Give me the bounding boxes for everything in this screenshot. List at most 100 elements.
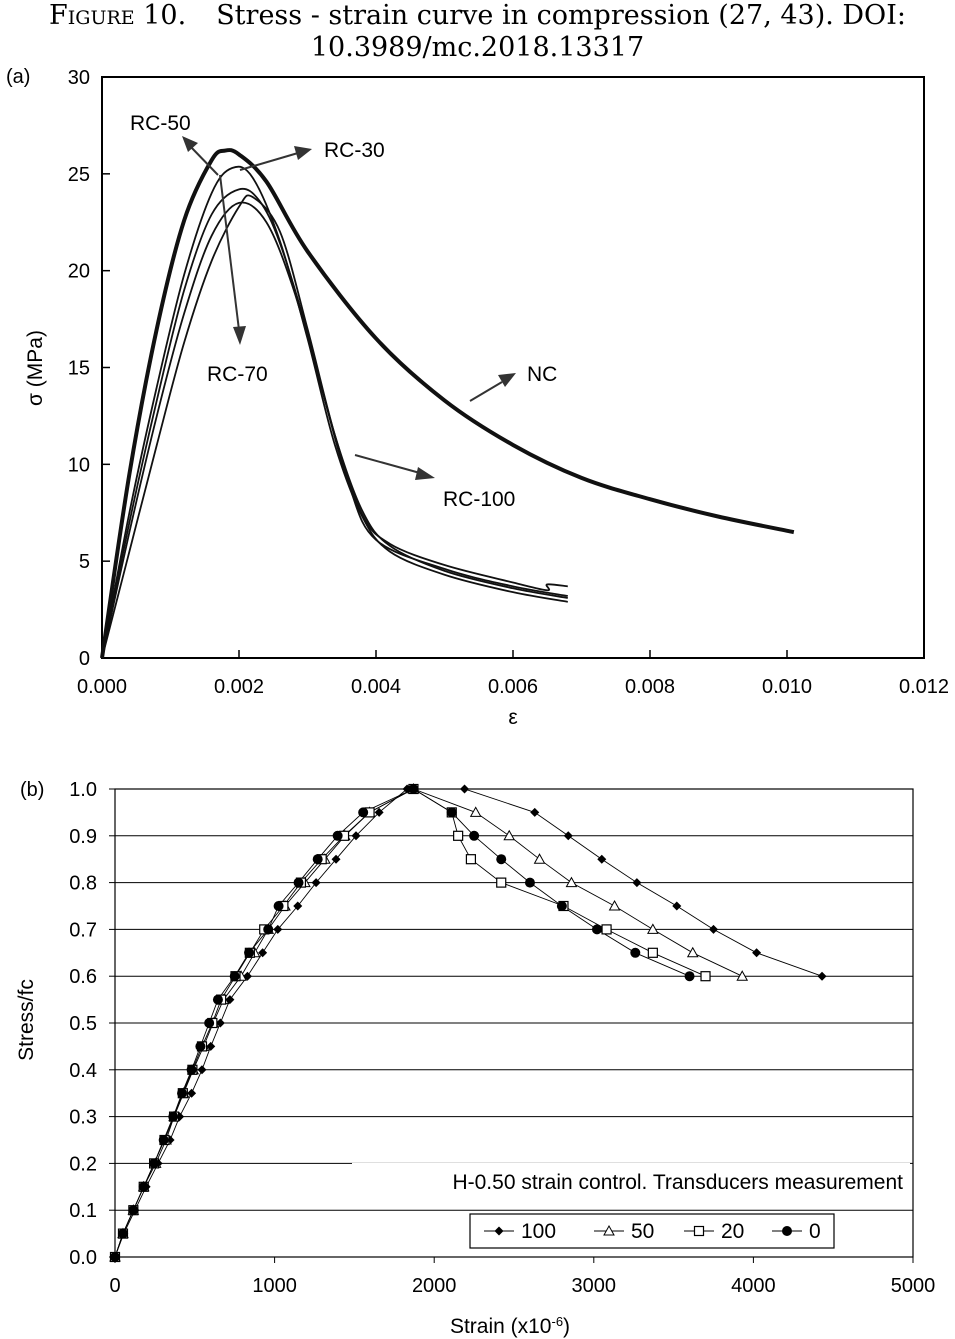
chart-b-axes: 0.00.10.20.30.40.50.60.70.80.91.00 1000 20…: [69, 779, 935, 1297]
annotation-rc-70: RC-70: [207, 363, 268, 386]
chart-b-series: [109, 782, 827, 1263]
y-tick-label: 0.6: [69, 966, 97, 988]
arrow-rc-50-line: [188, 144, 219, 176]
point-100: [258, 948, 268, 958]
chart-b-note-background: [352, 1163, 910, 1197]
panel-b-label: (b): [20, 779, 44, 801]
caption-label: Figure 10.: [49, 0, 187, 31]
chart-b-note: H-0.50 strain control. Transducers measu…: [452, 1171, 903, 1194]
x-tick-label: 3000: [572, 1275, 617, 1297]
y-tick-label: 5: [79, 551, 90, 573]
point-0: [332, 830, 343, 841]
chart-b: (b) 0.00.10.20.30.40.50.60.70.80.91.00 10…: [15, 779, 935, 1338]
point-0: [186, 1064, 197, 1075]
point-20: [453, 830, 464, 841]
x-tick-label: 0.006: [488, 676, 538, 698]
legend-label-100: 100: [521, 1220, 556, 1243]
arrow-rc-100-line: [354, 454, 421, 474]
chart-a: (a) 0.000 0.002 0.004 0.006 0.008 0.010 0.0120…: [6, 66, 949, 729]
point-20: [465, 854, 477, 865]
y-tick-label: 10: [68, 454, 90, 476]
point-100: [817, 971, 827, 981]
arrow-rc-50-head: [182, 136, 198, 152]
panel-a-label: (a): [6, 66, 30, 88]
legend-marker-100: [494, 1226, 504, 1236]
point-0: [556, 901, 567, 911]
chart-a-x-axis-label: ε: [508, 706, 517, 729]
point-50: [503, 829, 516, 841]
x-tick-label: 0.012: [899, 676, 949, 698]
series-line-rc-70: [101, 201, 568, 659]
y-tick-label: 1.0: [69, 779, 97, 801]
arrow-rc-100-head: [415, 467, 435, 480]
point-0: [244, 947, 255, 958]
caption-line-1: Figure 10. Stress - strain curve in compr…: [0, 0, 955, 32]
point-50: [469, 806, 482, 817]
point-0: [293, 877, 304, 888]
x-label-superscript: -6: [551, 1314, 563, 1329]
point-0: [524, 877, 535, 888]
point-0: [263, 924, 274, 935]
y-tick-label: 0.9: [69, 826, 97, 848]
annotation-rc-30: RC-30: [324, 139, 385, 162]
y-tick-label: 0.2: [69, 1153, 97, 1175]
point-0: [168, 1111, 179, 1122]
point-0: [358, 807, 369, 818]
legend-label-20: 20: [721, 1220, 744, 1243]
point-50: [565, 876, 578, 888]
annotation-arrows: [182, 136, 516, 480]
point-100: [351, 831, 361, 841]
point-0: [158, 1135, 169, 1145]
point-0: [469, 830, 480, 841]
point-0: [496, 854, 507, 865]
arrow-rc-70-head: [233, 326, 246, 345]
point-100: [311, 878, 321, 888]
legend-marker-20: [693, 1225, 705, 1237]
point-0: [138, 1181, 149, 1192]
annotation-nc: NC: [527, 363, 557, 386]
point-100: [215, 1018, 225, 1028]
point-100: [672, 901, 682, 911]
point-0: [204, 1018, 215, 1028]
point-100: [752, 948, 762, 958]
y-tick-label: 25: [68, 164, 90, 186]
point-100: [460, 784, 470, 794]
point-20: [496, 877, 507, 888]
chart-b-gridlines: [115, 835, 913, 1211]
point-0: [273, 901, 284, 911]
annotation-rc-100: RC-100: [443, 488, 515, 511]
point-0: [684, 971, 695, 982]
point-0: [117, 1228, 128, 1239]
point-50: [736, 970, 749, 981]
arrow-nc-line: [469, 381, 503, 402]
y-tick-label: 0.4: [69, 1060, 97, 1082]
x-tick-label: 0.008: [625, 676, 675, 698]
chart-b-y-axis-label: Stress/fc: [15, 979, 38, 1061]
point-100: [206, 1041, 216, 1051]
chart-a-annotations: RC-50 RC-30 RC-70 NC RC-100: [130, 112, 557, 511]
point-0: [408, 784, 419, 794]
figure-caption: Figure 10. Stress - strain curve in compr…: [0, 0, 955, 64]
point-100: [597, 854, 607, 864]
y-tick-label: 30: [68, 67, 90, 89]
point-0: [149, 1158, 160, 1169]
series-line-nc: [100, 148, 795, 659]
y-tick-label: 0.3: [69, 1107, 97, 1129]
chart-b-x-axis-label: Strain (x10-6): [450, 1314, 570, 1339]
point-0: [110, 1252, 120, 1262]
x-label-end: ): [563, 1315, 570, 1338]
y-tick-label: 0.7: [69, 919, 97, 941]
point-100: [374, 807, 384, 817]
legend-label-50: 50: [631, 1220, 654, 1243]
series-line-rc-100: [101, 194, 568, 659]
y-tick-label: 0: [79, 648, 90, 670]
x-tick-label: 0.000: [77, 676, 127, 698]
point-0: [312, 854, 323, 865]
chart-a-series: [100, 148, 795, 659]
y-tick-label: 0.8: [69, 873, 97, 895]
point-100: [273, 924, 283, 934]
y-tick-label: 20: [68, 261, 90, 283]
chart-b-legend: 100 50 20 0: [469, 1213, 835, 1249]
arrow-rc-70-line: [219, 174, 240, 331]
